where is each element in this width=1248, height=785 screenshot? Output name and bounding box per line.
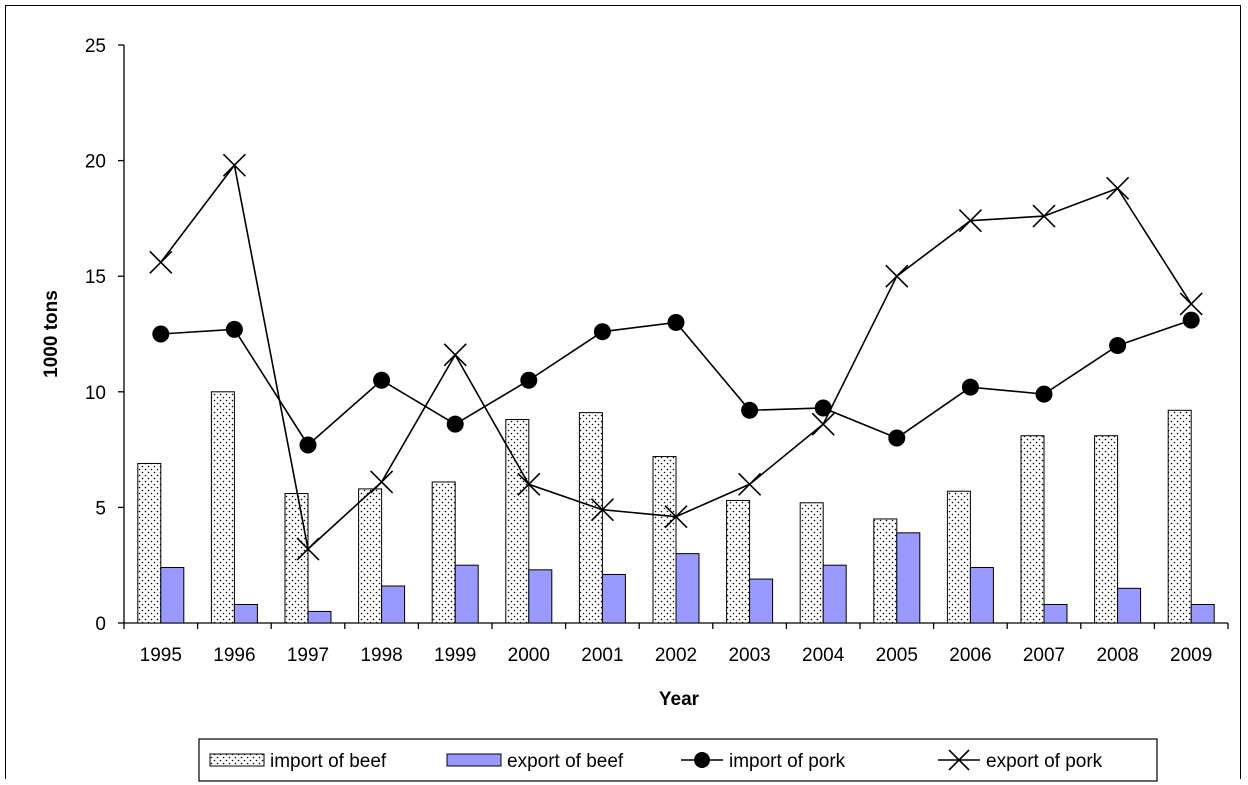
- point-import-of-pork: [520, 371, 538, 389]
- point-export-of-pork: [443, 343, 467, 367]
- point-import-of-pork: [814, 399, 832, 417]
- x-tick-label: 1996: [213, 645, 255, 666]
- legend-swatch-export-of-beef: [446, 753, 502, 767]
- point-export-of-pork: [149, 250, 173, 274]
- bar-import-of-beef: [210, 391, 235, 624]
- x-tick-label: 2001: [581, 645, 623, 666]
- bar-import-of-beef: [284, 493, 309, 624]
- bar-export-of-beef: [969, 567, 994, 624]
- bar-import-of-beef: [873, 518, 898, 624]
- bar-export-of-beef: [307, 610, 332, 624]
- x-tick-label: 2000: [508, 645, 550, 666]
- x-tick-label: 2005: [876, 645, 918, 666]
- bar-export-of-beef: [1190, 604, 1215, 624]
- point-import-of-pork: [961, 378, 979, 396]
- point-import-of-pork: [593, 323, 611, 341]
- bar-import-of-beef: [358, 488, 383, 624]
- point-import-of-pork: [152, 325, 170, 343]
- point-import-of-pork: [1182, 311, 1200, 329]
- chart-frame: [5, 5, 1241, 779]
- x-tick-label: 2004: [802, 645, 845, 666]
- point-export-of-pork: [885, 264, 909, 288]
- x-tick-label: 2008: [1096, 645, 1138, 666]
- bar-import-of-beef: [431, 481, 456, 624]
- point-import-of-pork: [225, 320, 243, 338]
- point-export-of-pork: [738, 472, 762, 496]
- legend-label-export-of-pork: export of pork: [986, 751, 1103, 772]
- bar-import-of-beef: [652, 456, 677, 624]
- point-export-of-pork: [370, 470, 394, 494]
- bar-import-of-beef: [505, 419, 530, 624]
- bar-export-of-beef: [528, 569, 553, 624]
- point-export-of-pork: [222, 153, 246, 177]
- x-tick-label: 1999: [434, 645, 476, 666]
- legend-label-import-of-pork: import of pork: [729, 751, 846, 772]
- point-export-of-pork: [296, 537, 320, 561]
- point-export-of-pork: [1032, 204, 1056, 228]
- x-tick-label: 1998: [360, 645, 402, 666]
- bar-import-of-beef: [799, 502, 824, 624]
- point-import-of-pork: [667, 313, 685, 331]
- bar-export-of-beef: [675, 553, 700, 624]
- legend-box: [198, 738, 1158, 782]
- y-tick-label: 15: [85, 267, 106, 288]
- bar-export-of-beef: [233, 604, 258, 624]
- point-export-of-pork: [958, 209, 982, 233]
- bar-export-of-beef: [822, 564, 847, 624]
- x-tick-label: 2003: [728, 645, 770, 666]
- line-import-of-pork: [160, 319, 1192, 447]
- bar-import-of-beef: [1094, 435, 1119, 624]
- bar-import-of-beef: [1020, 435, 1045, 624]
- x-tick-label: 1997: [287, 645, 329, 666]
- y-axis-title: 1000 tons: [41, 290, 62, 378]
- point-import-of-pork: [299, 436, 317, 454]
- bar-export-of-beef: [749, 578, 774, 624]
- point-import-of-pork: [373, 371, 391, 389]
- x-axis-title: Year: [659, 689, 700, 710]
- bar-import-of-beef: [946, 490, 971, 624]
- point-export-of-pork: [1106, 176, 1130, 200]
- x-tick-label: 2002: [655, 645, 697, 666]
- x-tick-label: 2009: [1170, 645, 1212, 666]
- y-tick-label: 10: [85, 383, 106, 404]
- x-tick-label: 2007: [1023, 645, 1065, 666]
- legend-label-import-of-beef: import of beef: [270, 751, 387, 772]
- bar-export-of-beef: [454, 564, 479, 624]
- point-export-of-pork: [1179, 292, 1203, 316]
- y-tick-label: 5: [95, 498, 106, 519]
- legend: import of beef export of beef import of po…: [198, 738, 1158, 782]
- bar-export-of-beef: [1117, 587, 1142, 624]
- legend-swatch-import-of-beef: [209, 753, 265, 767]
- y-tick-label: 20: [85, 152, 106, 173]
- point-export-of-pork: [664, 505, 688, 529]
- point-export-of-pork: [590, 498, 614, 522]
- bar-export-of-beef: [1043, 604, 1068, 624]
- point-import-of-pork: [888, 429, 906, 447]
- bar-import-of-beef: [578, 412, 603, 624]
- legend-label-export-of-beef: export of beef: [507, 751, 624, 772]
- bar-import-of-beef: [1167, 409, 1192, 624]
- legend-swatch-export-of-pork: [938, 749, 980, 771]
- y-tick-label: 25: [85, 36, 106, 57]
- point-export-of-pork: [811, 412, 835, 436]
- point-import-of-pork: [446, 415, 464, 433]
- bar-export-of-beef: [601, 573, 626, 624]
- bar-export-of-beef: [381, 585, 406, 624]
- point-import-of-pork: [1035, 385, 1053, 403]
- point-import-of-pork: [741, 401, 759, 419]
- x-tick-label: 2006: [949, 645, 991, 666]
- x-tick-label: 1995: [140, 645, 182, 666]
- bar-import-of-beef: [137, 462, 162, 624]
- bar-export-of-beef: [896, 532, 921, 624]
- point-import-of-pork: [1109, 337, 1127, 355]
- legend-swatch-import-of-pork: [681, 752, 723, 768]
- bar-export-of-beef: [160, 567, 185, 624]
- point-export-of-pork: [517, 472, 541, 496]
- bar-import-of-beef: [726, 499, 751, 624]
- y-tick-label: 0: [95, 614, 106, 635]
